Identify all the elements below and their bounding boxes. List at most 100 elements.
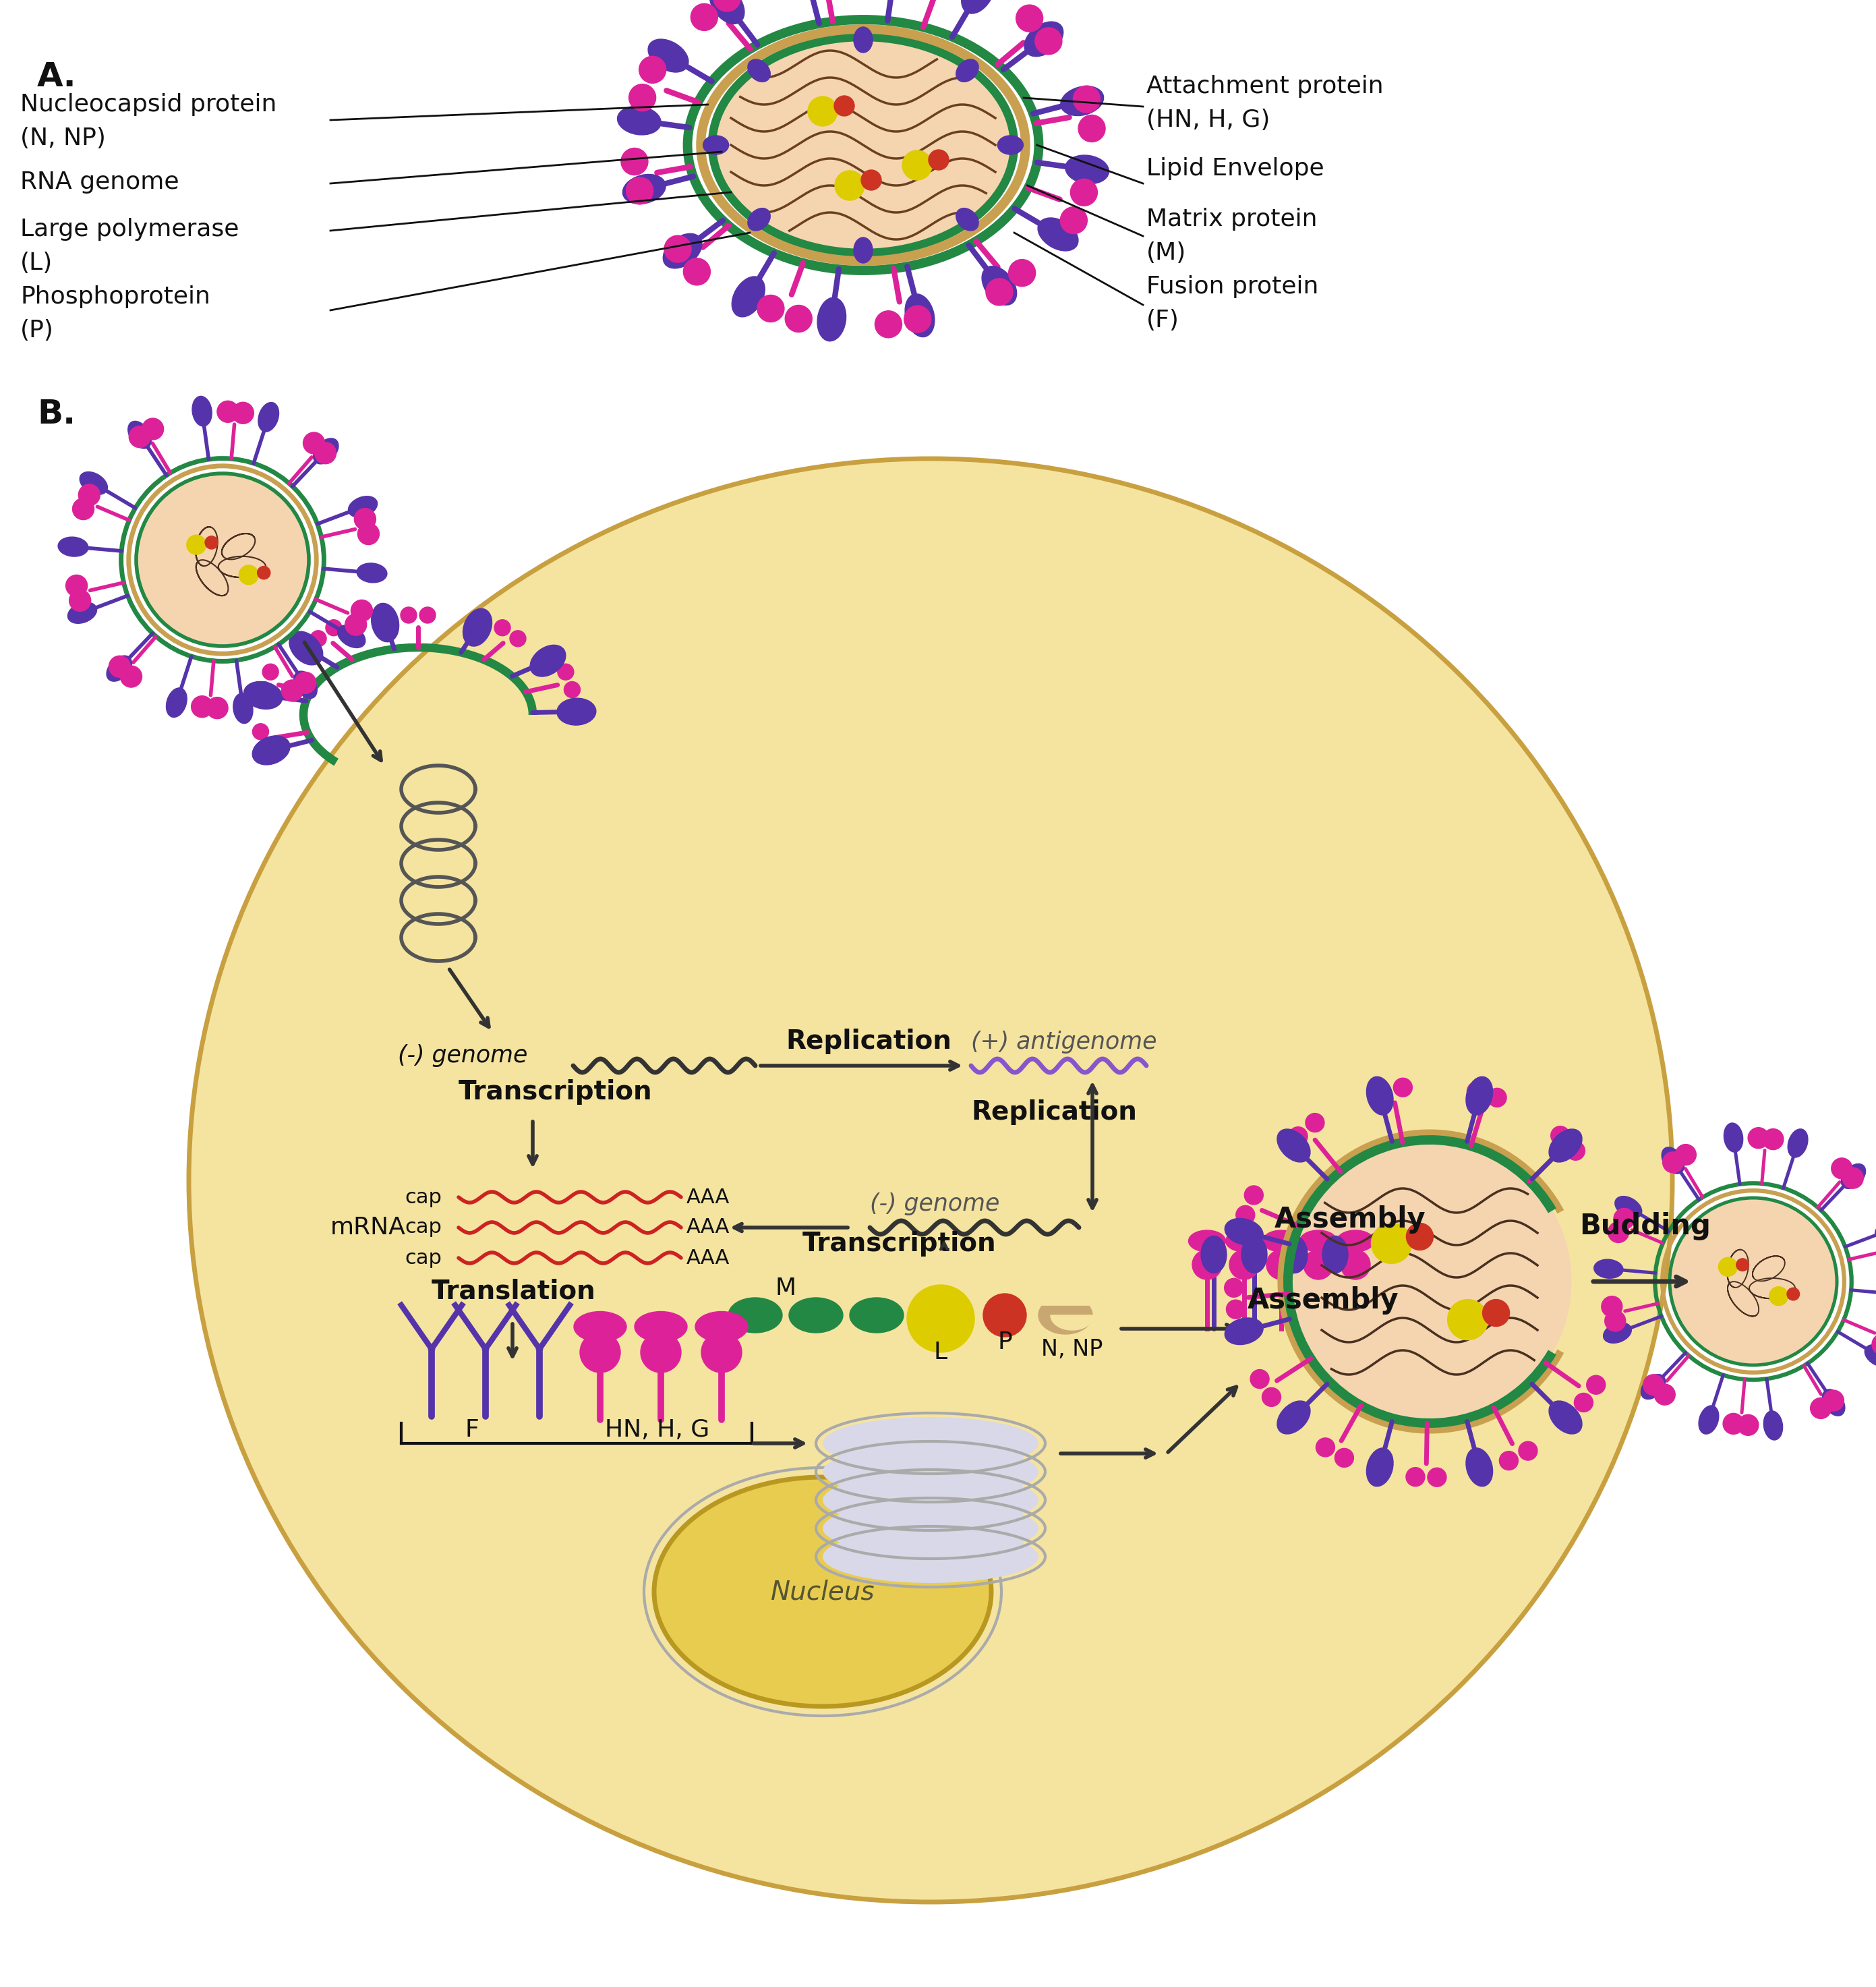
Circle shape bbox=[861, 171, 882, 191]
Circle shape bbox=[1748, 1127, 1769, 1148]
Circle shape bbox=[1306, 1113, 1324, 1133]
Ellipse shape bbox=[189, 459, 1672, 1902]
Circle shape bbox=[1371, 1083, 1392, 1101]
Ellipse shape bbox=[850, 1298, 904, 1333]
Text: RNA genome: RNA genome bbox=[21, 171, 178, 193]
Circle shape bbox=[1823, 1391, 1844, 1411]
Circle shape bbox=[713, 0, 741, 12]
Circle shape bbox=[257, 741, 274, 757]
Circle shape bbox=[73, 499, 94, 521]
Circle shape bbox=[191, 695, 212, 717]
Circle shape bbox=[580, 1331, 621, 1373]
Circle shape bbox=[493, 620, 510, 636]
Circle shape bbox=[1608, 1222, 1628, 1242]
Text: Phosphoprotein: Phosphoprotein bbox=[21, 286, 210, 308]
Ellipse shape bbox=[1366, 1077, 1394, 1115]
Circle shape bbox=[835, 171, 865, 201]
Ellipse shape bbox=[696, 1311, 749, 1341]
Circle shape bbox=[1718, 1258, 1737, 1276]
Ellipse shape bbox=[244, 682, 283, 709]
Circle shape bbox=[79, 485, 99, 507]
Circle shape bbox=[1831, 1158, 1852, 1178]
Text: B.: B. bbox=[38, 397, 75, 431]
Text: Transcription: Transcription bbox=[803, 1230, 996, 1256]
Ellipse shape bbox=[295, 672, 317, 699]
Text: (-) genome: (-) genome bbox=[870, 1192, 1000, 1216]
Circle shape bbox=[1737, 1258, 1748, 1272]
Ellipse shape bbox=[58, 536, 88, 556]
Circle shape bbox=[683, 258, 711, 286]
Circle shape bbox=[1566, 1141, 1585, 1160]
Text: (F): (F) bbox=[1146, 308, 1180, 332]
Ellipse shape bbox=[981, 266, 1017, 306]
Circle shape bbox=[204, 536, 218, 548]
Circle shape bbox=[295, 672, 315, 693]
Circle shape bbox=[109, 656, 131, 678]
Ellipse shape bbox=[824, 1502, 1039, 1554]
Circle shape bbox=[66, 574, 88, 596]
Ellipse shape bbox=[356, 562, 386, 582]
Circle shape bbox=[1371, 1224, 1411, 1264]
Ellipse shape bbox=[191, 395, 212, 427]
Circle shape bbox=[1482, 1299, 1510, 1327]
Circle shape bbox=[1266, 1250, 1296, 1280]
Circle shape bbox=[1670, 1198, 1837, 1365]
Circle shape bbox=[1394, 1079, 1413, 1097]
Ellipse shape bbox=[998, 135, 1022, 155]
Circle shape bbox=[1643, 1375, 1664, 1395]
Circle shape bbox=[326, 620, 341, 636]
Text: A.: A. bbox=[38, 62, 77, 93]
Circle shape bbox=[1060, 207, 1088, 234]
Circle shape bbox=[1407, 1224, 1433, 1250]
Text: cap: cap bbox=[405, 1188, 441, 1206]
Ellipse shape bbox=[623, 175, 666, 205]
Ellipse shape bbox=[749, 60, 771, 81]
Text: Replication: Replication bbox=[972, 1099, 1137, 1125]
Ellipse shape bbox=[662, 234, 702, 268]
Text: Replication: Replication bbox=[786, 1029, 951, 1055]
Ellipse shape bbox=[107, 656, 131, 682]
Text: Nucleus: Nucleus bbox=[771, 1580, 874, 1605]
Ellipse shape bbox=[854, 236, 872, 262]
Ellipse shape bbox=[313, 439, 338, 465]
Text: mRNA: mRNA bbox=[330, 1216, 405, 1240]
Circle shape bbox=[238, 564, 259, 584]
Circle shape bbox=[358, 523, 379, 544]
Ellipse shape bbox=[1338, 1230, 1373, 1252]
Circle shape bbox=[1662, 1152, 1683, 1172]
Circle shape bbox=[702, 1331, 741, 1373]
Circle shape bbox=[1467, 1081, 1486, 1101]
Ellipse shape bbox=[1788, 1129, 1808, 1156]
Text: Budding: Budding bbox=[1580, 1212, 1711, 1240]
Text: L: L bbox=[934, 1341, 947, 1363]
Circle shape bbox=[1315, 1439, 1336, 1456]
Circle shape bbox=[1229, 1250, 1259, 1280]
Circle shape bbox=[420, 606, 435, 624]
Ellipse shape bbox=[68, 602, 98, 624]
Ellipse shape bbox=[617, 105, 660, 135]
Ellipse shape bbox=[1037, 219, 1079, 250]
Text: AAA: AAA bbox=[687, 1218, 730, 1238]
Text: M: M bbox=[775, 1278, 795, 1299]
Text: Matrix protein: Matrix protein bbox=[1146, 209, 1317, 230]
Ellipse shape bbox=[1662, 1146, 1685, 1174]
Ellipse shape bbox=[1323, 1236, 1349, 1274]
Circle shape bbox=[1518, 1441, 1538, 1460]
Circle shape bbox=[906, 1286, 974, 1353]
Circle shape bbox=[310, 630, 326, 646]
Circle shape bbox=[253, 723, 268, 739]
Text: (P): (P) bbox=[21, 320, 54, 342]
Ellipse shape bbox=[957, 209, 979, 230]
Ellipse shape bbox=[824, 1530, 1039, 1584]
Ellipse shape bbox=[634, 1311, 687, 1341]
Circle shape bbox=[565, 682, 580, 697]
Circle shape bbox=[835, 95, 854, 115]
Ellipse shape bbox=[1763, 1411, 1782, 1441]
Ellipse shape bbox=[1595, 1260, 1623, 1278]
Circle shape bbox=[255, 682, 272, 697]
Circle shape bbox=[1289, 1141, 1572, 1423]
Circle shape bbox=[1488, 1089, 1506, 1107]
Ellipse shape bbox=[574, 1311, 627, 1341]
Ellipse shape bbox=[557, 697, 597, 725]
Circle shape bbox=[1336, 1449, 1354, 1466]
